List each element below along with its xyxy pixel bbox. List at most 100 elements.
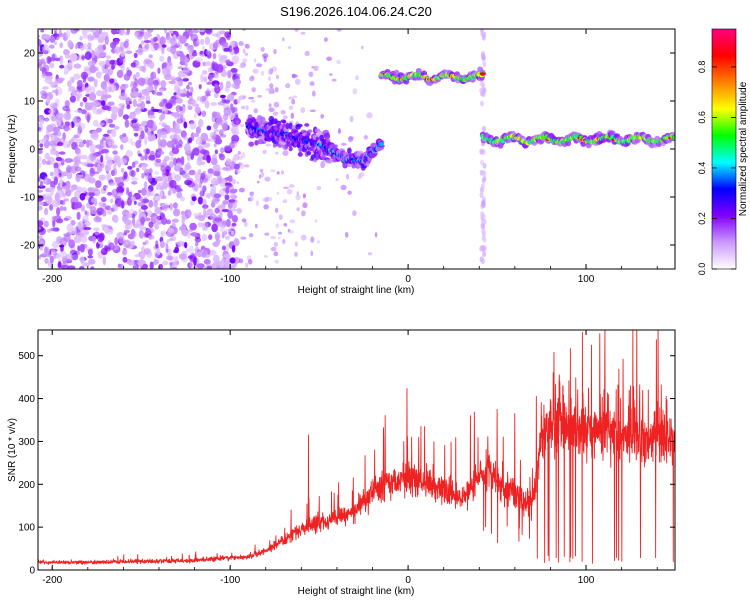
noise-blob bbox=[145, 171, 150, 176]
noise-blob bbox=[316, 240, 320, 244]
noise-blob bbox=[292, 95, 298, 98]
noise-blob bbox=[87, 42, 92, 50]
noise-blob bbox=[66, 171, 73, 180]
noise-blob bbox=[184, 209, 192, 219]
noise-blob bbox=[175, 141, 180, 149]
noise-blob bbox=[479, 192, 484, 198]
noise-blob bbox=[205, 29, 213, 35]
noise-blob bbox=[302, 193, 306, 199]
noise-blob bbox=[190, 232, 198, 237]
noise-blob bbox=[257, 180, 260, 184]
noise-blob bbox=[341, 142, 347, 146]
noise-blob bbox=[162, 98, 168, 104]
drift-blob bbox=[248, 141, 255, 147]
noise-blob bbox=[114, 216, 119, 224]
noise-blob bbox=[230, 68, 238, 73]
noise-blob bbox=[189, 245, 194, 255]
noise-blob bbox=[69, 95, 76, 103]
noise-blob bbox=[164, 61, 173, 67]
noise-blob bbox=[101, 105, 110, 111]
noise-blob bbox=[126, 187, 130, 194]
noise-blob bbox=[162, 260, 169, 266]
noise-blob bbox=[179, 167, 184, 172]
noise-blob bbox=[264, 196, 269, 203]
noise-blob bbox=[225, 165, 233, 171]
noise-blob bbox=[275, 151, 279, 155]
y-tick-label: -10 bbox=[21, 193, 36, 204]
noise-blob bbox=[90, 29, 97, 33]
noise-blob bbox=[227, 93, 235, 102]
noise-blob bbox=[87, 76, 95, 82]
noise-blob bbox=[340, 184, 347, 191]
noise-blob bbox=[265, 88, 272, 91]
noise-blob bbox=[482, 61, 487, 68]
noise-blob bbox=[38, 235, 43, 240]
drift-blob bbox=[323, 132, 331, 140]
noise-blob bbox=[156, 219, 163, 225]
noise-blob bbox=[148, 234, 155, 240]
noise-blob bbox=[107, 101, 115, 106]
noise-blob bbox=[93, 216, 102, 223]
noise-blob bbox=[93, 188, 101, 197]
noise-blob bbox=[288, 46, 292, 50]
noise-blob bbox=[211, 153, 218, 162]
noise-blob bbox=[166, 46, 174, 53]
noise-blob bbox=[208, 249, 217, 256]
noise-blob bbox=[151, 106, 155, 112]
noise-blob bbox=[143, 31, 149, 41]
noise-blob bbox=[113, 126, 120, 130]
noise-blob bbox=[135, 140, 142, 149]
noise-blob bbox=[126, 69, 132, 77]
noise-blob bbox=[206, 265, 213, 269]
noise-blob bbox=[49, 133, 53, 138]
noise-blob bbox=[93, 119, 99, 127]
noise-blob bbox=[59, 251, 67, 259]
noise-blob bbox=[143, 40, 151, 43]
noise-blob bbox=[204, 90, 212, 95]
noise-blob bbox=[212, 254, 220, 264]
spectrogram-xlabel: Height of straight line (km) bbox=[298, 285, 415, 296]
noise-blob bbox=[259, 168, 264, 173]
noise-blob bbox=[277, 236, 281, 240]
noise-blob bbox=[344, 231, 349, 238]
noise-blob bbox=[38, 160, 42, 169]
noise-blob bbox=[308, 71, 314, 78]
noise-blob bbox=[205, 173, 213, 179]
noise-blob bbox=[79, 265, 85, 269]
noise-blob bbox=[172, 202, 178, 209]
noise-blob bbox=[63, 124, 70, 132]
noise-blob bbox=[196, 96, 201, 102]
noise-blob bbox=[141, 40, 145, 45]
noise-blob bbox=[100, 154, 104, 163]
noise-blob bbox=[133, 200, 137, 205]
noise-blob bbox=[64, 158, 73, 163]
noise-blob bbox=[141, 187, 147, 196]
noise-blob bbox=[271, 90, 276, 94]
noise-blob bbox=[212, 53, 217, 60]
noise-blob bbox=[117, 158, 124, 165]
noise-blob bbox=[366, 112, 373, 119]
noise-blob bbox=[219, 81, 224, 91]
noise-blob bbox=[273, 251, 279, 257]
noise-blob bbox=[202, 185, 207, 193]
noise-blob bbox=[184, 241, 188, 249]
noise-blob bbox=[169, 202, 174, 211]
noise-blob bbox=[61, 171, 68, 177]
noise-blob bbox=[482, 87, 487, 94]
noise-blob bbox=[282, 150, 289, 156]
noise-blob bbox=[249, 196, 254, 202]
noise-blob bbox=[263, 55, 267, 63]
noise-blob bbox=[73, 234, 82, 244]
noise-blob bbox=[178, 89, 186, 93]
noise-blob bbox=[114, 244, 120, 251]
noise-blob bbox=[80, 45, 85, 51]
noise-blob bbox=[136, 103, 143, 108]
noise-blob bbox=[119, 85, 126, 90]
noise-blob bbox=[187, 81, 192, 86]
noise-blob bbox=[83, 226, 92, 231]
noise-blob bbox=[352, 210, 357, 217]
noise-blob bbox=[264, 232, 270, 236]
noise-blob bbox=[57, 141, 64, 147]
noise-blob bbox=[210, 101, 218, 106]
